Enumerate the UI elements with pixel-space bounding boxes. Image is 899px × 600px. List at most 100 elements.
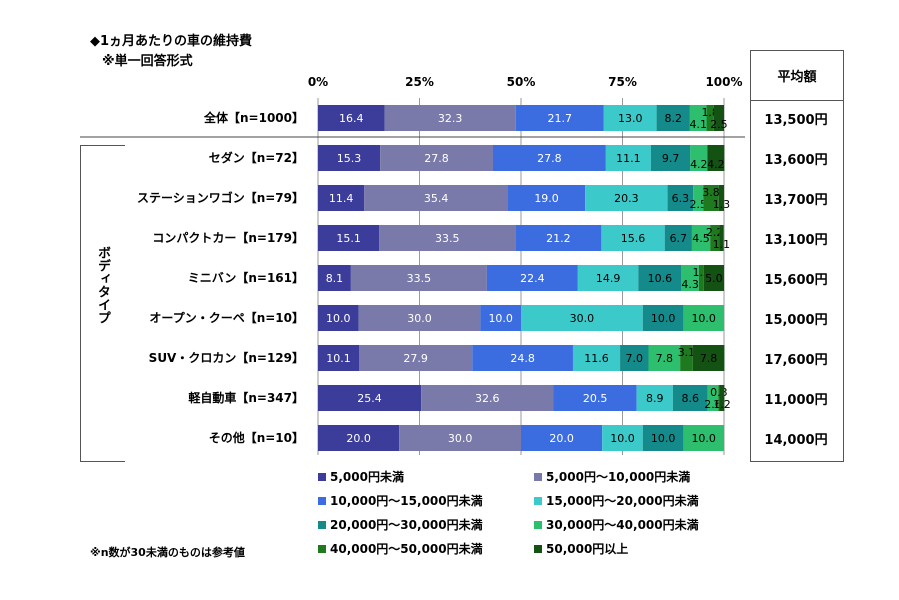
legend-swatch bbox=[318, 544, 326, 553]
segment-value-label: 35.4 bbox=[424, 192, 449, 205]
segment-value-label: 3.1 bbox=[678, 346, 696, 359]
legend-label: 40,000円～50,000円未満 bbox=[330, 542, 483, 556]
segment-value-label: 11.4 bbox=[329, 192, 354, 205]
segment-value-label: 15.3 bbox=[337, 152, 362, 165]
average-value: 13,600円 bbox=[764, 153, 828, 168]
legend-label: 30,000円～40,000円未満 bbox=[546, 518, 699, 532]
average-value: 11,000円 bbox=[764, 393, 828, 408]
segment-value-label: 6.3 bbox=[672, 192, 690, 205]
segment-value-label: 21.2 bbox=[546, 232, 571, 245]
segment-value-label: 30.0 bbox=[448, 432, 473, 445]
segment-value-label: 1.1 bbox=[713, 238, 731, 251]
segment-value-label: 4.3 bbox=[681, 278, 699, 291]
segment-value-label: 1.2 bbox=[713, 398, 731, 411]
segment-value-label: 20.0 bbox=[549, 432, 574, 445]
bar-segment bbox=[572, 345, 621, 371]
bar-segment bbox=[480, 305, 521, 331]
segment-value-label: 4.2 bbox=[690, 158, 708, 171]
bar-segment bbox=[521, 425, 603, 451]
average-value: 13,500円 bbox=[764, 113, 828, 128]
legend-label: 5,000円～10,000円未満 bbox=[546, 470, 691, 484]
segment-value-label: 4.5 bbox=[692, 232, 710, 245]
segment-value-label: 2.5 bbox=[689, 198, 707, 211]
legend-item: 15,000円～20,000円未満 bbox=[534, 492, 699, 509]
bar-segment bbox=[585, 185, 668, 211]
bar-segment bbox=[318, 425, 400, 451]
segment-value-label: 8.2 bbox=[665, 112, 683, 125]
segment-value-label: 21.7 bbox=[548, 112, 573, 125]
bar-segment bbox=[642, 425, 684, 451]
bar-segment bbox=[683, 425, 724, 451]
bar-segment bbox=[718, 385, 720, 411]
chart-subtitle: ※単一回答形式 bbox=[102, 54, 193, 69]
bar-segment bbox=[318, 185, 365, 211]
legend-swatch bbox=[318, 520, 326, 529]
bar-segment bbox=[689, 105, 707, 131]
segment-value-label: 10.0 bbox=[326, 312, 351, 325]
segment-value-label: 10.0 bbox=[691, 432, 716, 445]
segment-value-label: 7.0 bbox=[626, 352, 644, 365]
bar-segment bbox=[620, 345, 649, 371]
average-value: 15,600円 bbox=[764, 273, 828, 288]
bar-segment bbox=[350, 265, 487, 291]
bar-segment bbox=[601, 225, 665, 251]
legend-label: 50,000円以上 bbox=[546, 542, 629, 556]
segment-value-label: 10.0 bbox=[651, 312, 676, 325]
bar-segment bbox=[710, 225, 720, 251]
segment-value-label: 7.8 bbox=[700, 352, 718, 365]
segment-value-label: 8.9 bbox=[646, 392, 664, 405]
x-tick-label: 50% bbox=[507, 75, 536, 89]
segment-value-label: 10.0 bbox=[488, 312, 513, 325]
segment-value-label: 10.6 bbox=[648, 272, 673, 285]
bar-segment bbox=[379, 225, 516, 251]
bar-segment bbox=[508, 185, 586, 211]
bar-segment bbox=[380, 145, 493, 171]
segment-value-label: 20.3 bbox=[614, 192, 639, 205]
bar-segment bbox=[636, 385, 673, 411]
bar-segment bbox=[680, 345, 693, 371]
bar-segment bbox=[667, 185, 694, 211]
row-label: SUV・クロカン【n=129】 bbox=[149, 350, 304, 365]
bar-segment bbox=[318, 305, 359, 331]
row-label: 軽自動車【n=347】 bbox=[188, 390, 304, 405]
segment-value-label: 5.0 bbox=[705, 272, 723, 285]
bar-segment bbox=[706, 105, 714, 131]
bar-segment bbox=[364, 185, 509, 211]
bar-segment bbox=[698, 265, 704, 291]
segment-value-label: 30.0 bbox=[407, 312, 432, 325]
bar-segment bbox=[683, 305, 724, 331]
segment-value-label: 4.1 bbox=[689, 118, 707, 131]
average-header: 平均額 bbox=[751, 51, 843, 101]
x-tick-label: 75% bbox=[608, 75, 637, 89]
bar-segment bbox=[650, 145, 691, 171]
segment-value-label: 20.0 bbox=[346, 432, 371, 445]
segment-value-label: 2.6 bbox=[704, 398, 722, 411]
segment-value-label: 27.9 bbox=[403, 352, 428, 365]
bar-segment bbox=[399, 425, 521, 451]
bar-segment bbox=[703, 265, 724, 291]
segment-value-label: 11.6 bbox=[584, 352, 609, 365]
segment-value-label: 24.8 bbox=[510, 352, 535, 365]
segment-value-label: 2.2 bbox=[706, 226, 724, 239]
legend-item: 40,000円～50,000円未満 bbox=[318, 540, 483, 557]
bar-segment bbox=[642, 305, 684, 331]
legend-item: 30,000円～40,000円未満 bbox=[534, 516, 699, 533]
segment-value-label: 27.8 bbox=[537, 152, 562, 165]
average-value: 15,000円 bbox=[764, 313, 828, 328]
segment-value-label: 3.8 bbox=[702, 186, 720, 199]
x-tick-label: 25% bbox=[405, 75, 434, 89]
row-label: オープン・クーペ【n=10】 bbox=[149, 310, 304, 325]
body-type-group-label: ボディタイプ bbox=[95, 246, 110, 324]
row-label: ミニバン【n=161】 bbox=[188, 270, 304, 285]
bar-segment bbox=[690, 145, 708, 171]
segment-value-label: 27.8 bbox=[424, 152, 449, 165]
legend-swatch bbox=[318, 472, 326, 481]
bar-segment bbox=[492, 145, 606, 171]
segment-value-label: 20.5 bbox=[583, 392, 608, 405]
legend-label: 15,000円～20,000円未満 bbox=[546, 494, 699, 508]
segment-value-label: 9.7 bbox=[662, 152, 680, 165]
average-value: 13,100円 bbox=[764, 233, 828, 248]
segment-value-label: 10.0 bbox=[651, 432, 676, 445]
segment-value-label: 8.1 bbox=[326, 272, 344, 285]
